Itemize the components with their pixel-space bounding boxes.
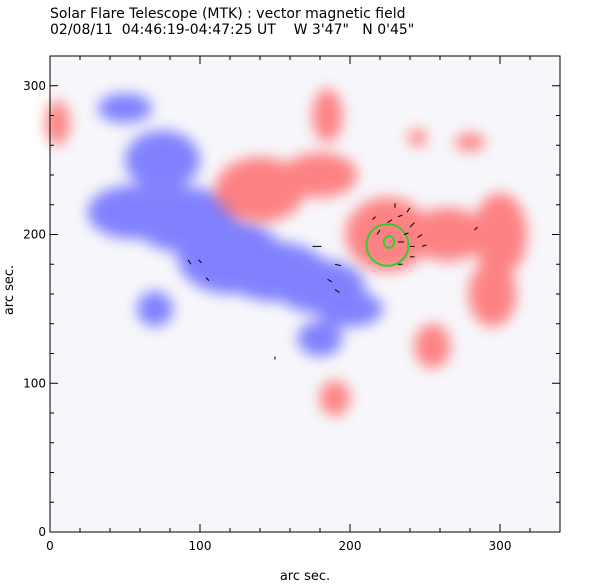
field-vector-18: [417, 234, 423, 238]
positive-region-6: [312, 88, 343, 143]
axes: 0 100 200 300 0 100 200 300: [23, 55, 561, 553]
positive-region-11: [408, 128, 427, 147]
field-vector-12: [406, 207, 411, 213]
x-tick-label-300: 300: [489, 539, 512, 553]
title-block: Solar Flare Telescope (MTK) : vector mag…: [50, 6, 414, 38]
positive-region-8: [414, 323, 451, 369]
positive-region-2: [345, 197, 430, 272]
chart-title: Solar Flare Telescope (MTK) : vector mag…: [50, 6, 406, 22]
y-tick-label-0: 0: [38, 525, 46, 539]
field-vector-1: [198, 259, 202, 264]
negative-region-9: [98, 93, 152, 123]
negative-region-6: [125, 130, 200, 190]
negative-region-5: [317, 291, 383, 327]
negative-region-7: [137, 291, 173, 327]
field-contour-1: [382, 234, 396, 249]
negative-region-8: [297, 320, 343, 357]
field-vector-8: [372, 216, 376, 220]
positive-region-10: [45, 100, 70, 146]
y-tick-label-200: 200: [23, 228, 46, 242]
field-vector-10: [387, 219, 393, 224]
positive-region-4: [473, 192, 527, 277]
field-vector-13: [409, 222, 415, 228]
vector-layer: [187, 203, 478, 360]
positive-region-5: [468, 261, 517, 327]
y-tick-label-300: 300: [23, 79, 46, 93]
field-contour-0: [365, 223, 410, 267]
field-vector-19: [421, 244, 427, 247]
positive-region-0: [215, 157, 305, 223]
y-tick-label-100: 100: [23, 376, 46, 390]
positive-region-3: [410, 207, 485, 262]
x-axis-label: arc sec.: [280, 569, 330, 584]
y-axis-label: arc sec.: [2, 265, 17, 315]
field-vector-21: [474, 226, 478, 231]
positive-region-1: [282, 152, 358, 198]
x-tick-label-0: 0: [46, 539, 54, 553]
field-vector-7: [334, 289, 340, 293]
positive-polarity-layer: [45, 88, 527, 416]
field-vector-9: [376, 229, 381, 235]
chart-subtitle: 02/08/11 04:46:19-04:47:25 UT W 3'47" N …: [50, 22, 415, 38]
field-vector-2: [205, 277, 210, 281]
contour-layer: [365, 223, 410, 267]
x-tick-label-200: 200: [339, 539, 362, 553]
field-vector-0: [187, 259, 192, 265]
field-vector-6: [327, 278, 333, 283]
field-vector-5: [334, 263, 342, 267]
field-vector-14: [403, 232, 409, 235]
negative-polarity-layer: [87, 93, 383, 357]
x-tick-label-100: 100: [189, 539, 212, 553]
field-vector-11: [397, 214, 403, 218]
positive-region-9: [455, 133, 485, 152]
positive-region-7: [320, 380, 350, 416]
